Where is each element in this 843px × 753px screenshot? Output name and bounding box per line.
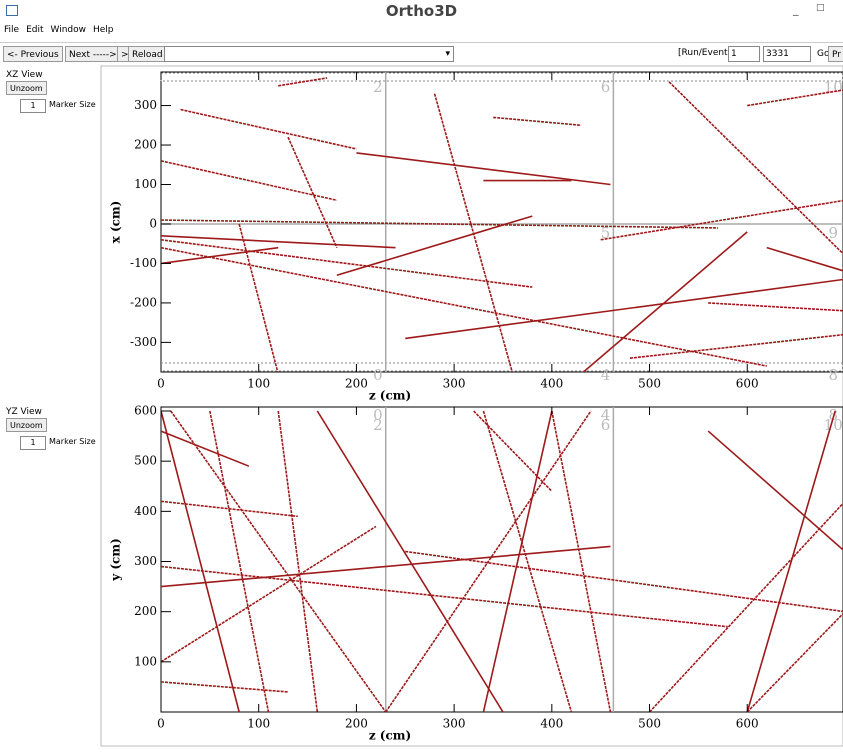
region-label: 2 xyxy=(373,78,383,96)
y-tick-label: 100 xyxy=(134,654,157,668)
x-tick-label: 0 xyxy=(157,377,165,391)
x-tick-label: 0 xyxy=(157,717,165,731)
y-tick-label: 400 xyxy=(134,504,157,518)
region-label: 2 xyxy=(373,416,383,434)
x-axis-title: z (cm) xyxy=(369,389,411,403)
x-tick-label: 300 xyxy=(443,717,466,731)
y-tick-label: -200 xyxy=(130,295,157,309)
x-tick-label: 200 xyxy=(345,717,368,731)
plot-frame xyxy=(161,407,843,712)
plots: 2610590480100200300400500600-300-200-100… xyxy=(0,0,843,753)
x-tick-label: 400 xyxy=(540,377,563,391)
x-tick-label: 600 xyxy=(736,377,759,391)
region-label: 9 xyxy=(828,224,838,242)
region-label: 8 xyxy=(828,366,838,384)
x-tick-label: 100 xyxy=(247,717,270,731)
x-axis-title: z (cm) xyxy=(369,729,411,743)
x-tick-label: 500 xyxy=(638,377,661,391)
y-tick-label: -300 xyxy=(130,335,157,349)
x-tick-label: 600 xyxy=(736,717,759,731)
y-tick-label: 300 xyxy=(134,554,157,568)
y-tick-label: 0 xyxy=(149,216,157,230)
y-tick-label: 300 xyxy=(134,98,157,112)
y-tick-label: -100 xyxy=(130,256,157,270)
y-tick-label: 200 xyxy=(134,138,157,152)
app-window: Ortho3D _ □ FileEditWindowHelp <- Previo… xyxy=(0,0,843,753)
region-label: 4 xyxy=(601,366,611,384)
x-tick-label: 200 xyxy=(345,377,368,391)
y-axis-title: y (cm) xyxy=(109,538,123,582)
x-tick-label: 100 xyxy=(247,377,270,391)
x-tick-label: 300 xyxy=(443,377,466,391)
y-tick-label: 600 xyxy=(134,404,157,418)
region-label: 6 xyxy=(601,416,611,434)
x-tick-label: 500 xyxy=(638,717,661,731)
y-tick-label: 500 xyxy=(134,454,157,468)
x-tick-label: 400 xyxy=(540,717,563,731)
region-label: 0 xyxy=(373,366,383,384)
region-label: 6 xyxy=(601,78,611,96)
y-axis-title: x (cm) xyxy=(109,201,123,244)
y-tick-label: 100 xyxy=(134,177,157,191)
y-tick-label: 200 xyxy=(134,604,157,618)
